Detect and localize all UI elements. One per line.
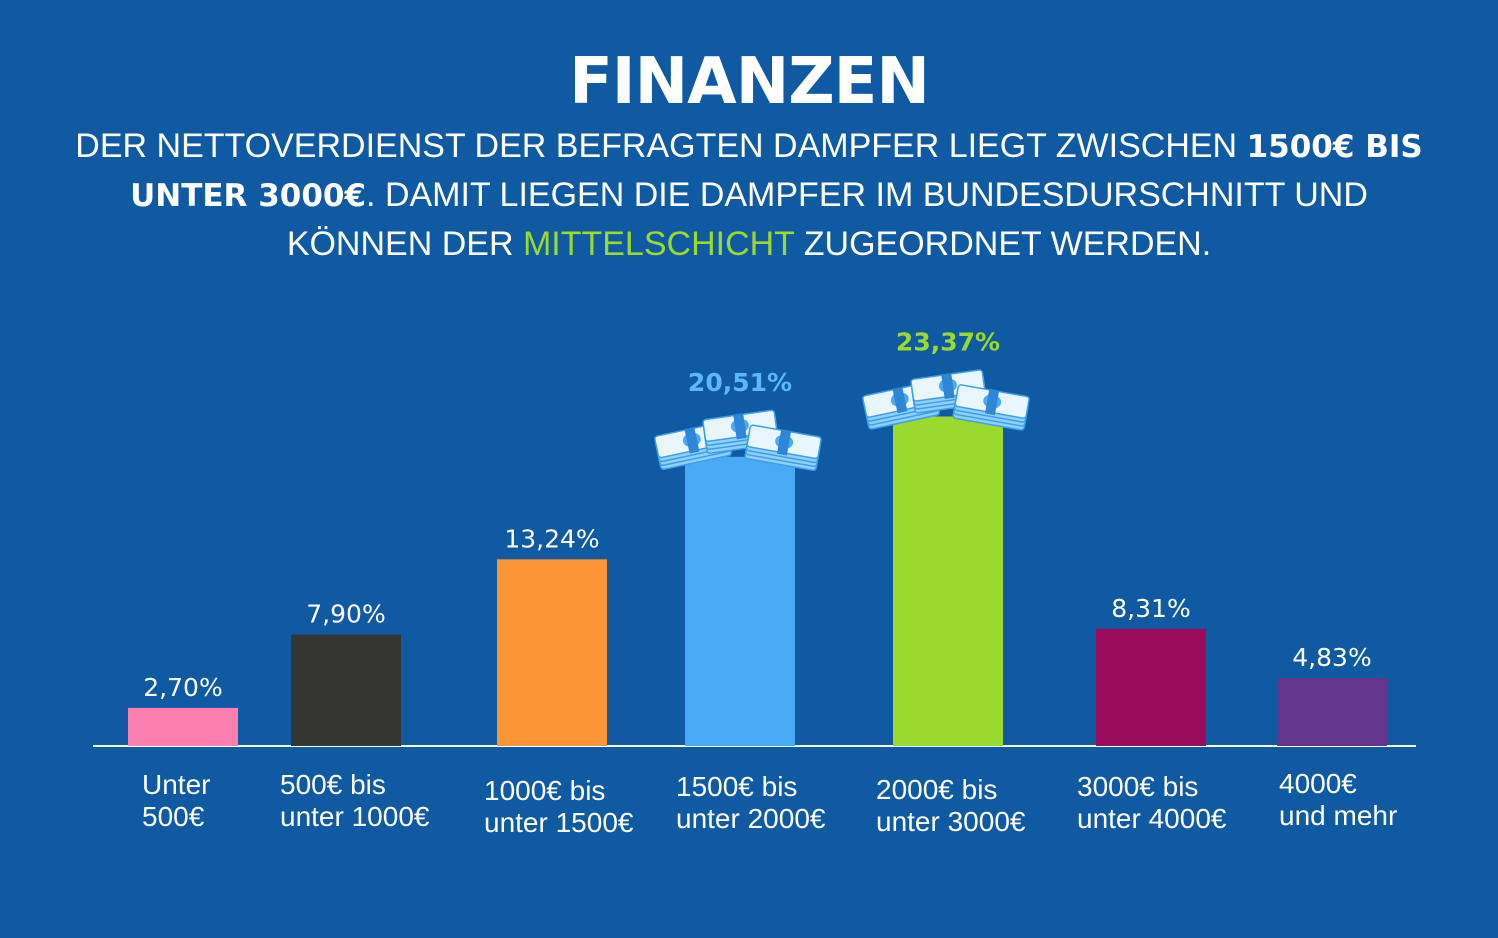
bar — [1096, 628, 1206, 746]
money-bill-icon — [744, 424, 822, 472]
category-label: 500€ — [142, 801, 205, 832]
category-label: Unter — [142, 769, 210, 800]
subtitle-text-1: DER NETTOVERDIENST DER BEFRAGTEN DAMPFER… — [75, 127, 1247, 165]
bar — [497, 559, 607, 746]
page-title: FINANZEN — [569, 45, 930, 119]
category-label: 4000€ — [1279, 768, 1357, 799]
bar — [128, 707, 238, 746]
value-label: 23,37% — [896, 327, 1000, 356]
category-label: unter 1000€ — [280, 801, 430, 832]
bar — [893, 416, 1003, 746]
category-label: 1000€ bis — [484, 775, 605, 806]
category-label: und mehr — [1279, 800, 1397, 831]
subtitle-text-3: ZUGEORDNET WERDEN. — [794, 225, 1212, 263]
subtitle: DER NETTOVERDIENST DER BEFRAGTEN DAMPFER… — [60, 122, 1438, 268]
category-label: unter 2000€ — [676, 803, 826, 834]
bar — [685, 456, 795, 746]
value-label: 13,24% — [504, 524, 599, 553]
category-label: 2000€ bis — [876, 774, 997, 805]
category-label: 1500€ bis — [676, 771, 797, 802]
subtitle-mittelschicht: MITTELSCHICHT — [522, 225, 795, 263]
category-label: 500€ bis — [280, 769, 386, 800]
value-label: 8,31% — [1111, 594, 1190, 623]
category-label: 3000€ bis — [1077, 771, 1198, 802]
bar — [1277, 677, 1387, 746]
category-label: unter 1500€ — [484, 807, 634, 838]
value-label: 4,83% — [1292, 643, 1371, 672]
category-label: unter 3000€ — [876, 806, 1026, 837]
value-label: 7,90% — [306, 600, 385, 629]
money-icon — [654, 409, 822, 472]
bar — [291, 634, 401, 746]
value-label: 2,70% — [143, 673, 222, 702]
subtitle-text-2: . DAMIT LIEGEN DIE DAMPFER IM BUNDESDURS… — [286, 176, 1368, 263]
money-icon — [862, 369, 1030, 431]
subtitle-income-range: 1500€ BIS UNTER 3000€ — [130, 129, 1423, 214]
category-label: unter 4000€ — [1077, 803, 1227, 834]
value-label: 20,51% — [688, 368, 792, 397]
money-bill-icon — [952, 384, 1030, 431]
